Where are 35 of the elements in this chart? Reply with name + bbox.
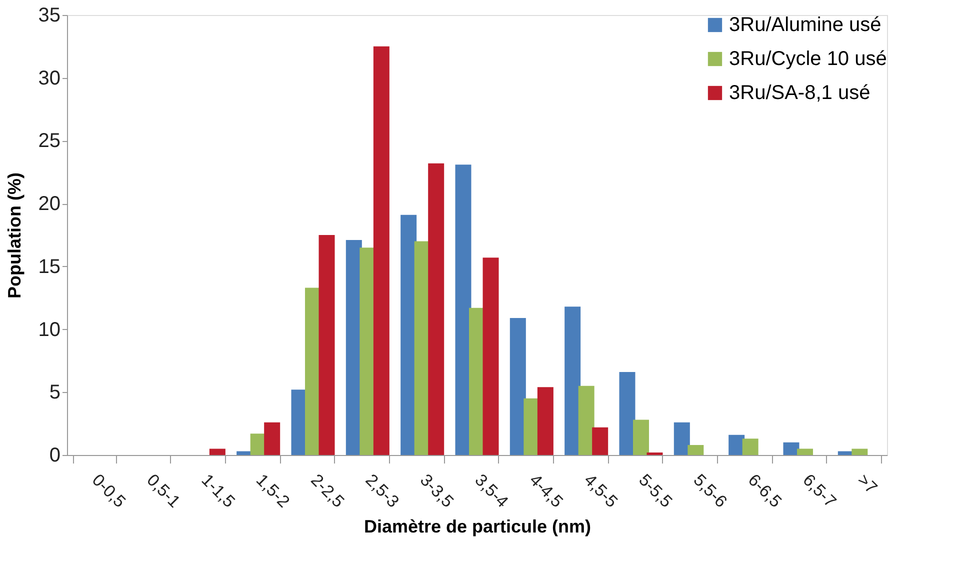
- bar: [209, 448, 226, 455]
- y-tick-label: 5: [49, 382, 60, 404]
- y-tick-label: 30: [38, 67, 60, 90]
- bar: [428, 163, 444, 455]
- y-tick-label: 0: [49, 444, 60, 466]
- y-tick-label: 20: [38, 193, 60, 216]
- bar: [619, 372, 636, 455]
- bar: [510, 318, 526, 455]
- legend-label: 3Ru/Cycle 10 usé: [729, 48, 887, 70]
- bar: [537, 387, 554, 455]
- legend-label: 3Ru/Alumine usé: [729, 14, 882, 36]
- y-tick-label: 35: [38, 4, 60, 26]
- bar: [646, 452, 663, 455]
- legend-label: 3Ru/SA-8,1 usé: [729, 82, 870, 104]
- bar: [482, 258, 499, 455]
- bar: [742, 438, 758, 455]
- y-tick-label: 15: [38, 256, 60, 278]
- bar: [564, 306, 581, 455]
- bar: [455, 164, 472, 455]
- x-tick-label: >7: [854, 470, 881, 498]
- bar: [783, 442, 800, 455]
- bar: [688, 444, 704, 455]
- y-axis-title: Population (%): [4, 172, 24, 298]
- bar: [852, 448, 868, 455]
- bar: [578, 386, 594, 455]
- bar: [373, 46, 390, 455]
- bar: [264, 422, 280, 455]
- bar: [318, 235, 335, 455]
- bar: [797, 448, 813, 455]
- bar: [592, 427, 608, 455]
- bar: [633, 420, 649, 455]
- bar: [674, 422, 690, 455]
- y-tick-label: 10: [38, 318, 60, 341]
- y-tick-label: 25: [38, 130, 60, 152]
- x-axis-title: Diamètre de particule (nm): [364, 516, 592, 537]
